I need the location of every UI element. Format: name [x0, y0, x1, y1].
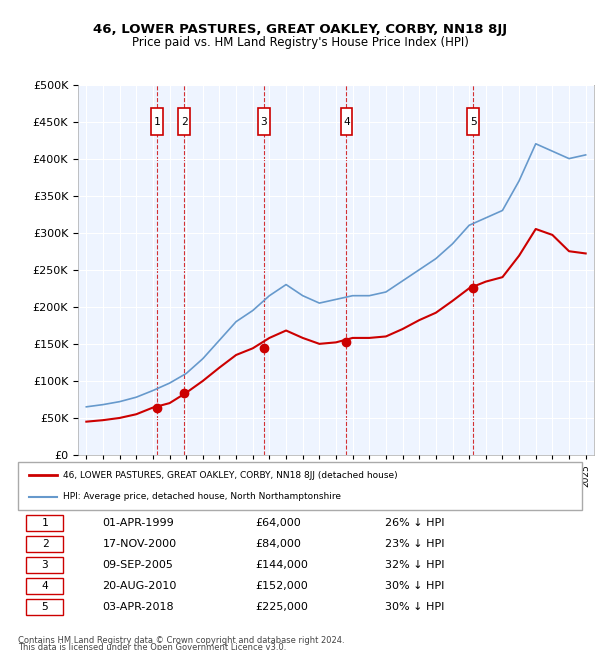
FancyBboxPatch shape: [18, 462, 582, 510]
Text: This data is licensed under the Open Government Licence v3.0.: This data is licensed under the Open Gov…: [18, 644, 286, 650]
Text: £144,000: £144,000: [255, 560, 308, 570]
Text: 09-SEP-2005: 09-SEP-2005: [103, 560, 173, 570]
FancyBboxPatch shape: [178, 108, 190, 135]
Text: HPI: Average price, detached house, North Northamptonshire: HPI: Average price, detached house, Nort…: [63, 492, 341, 501]
Text: £225,000: £225,000: [255, 602, 308, 612]
Text: 46, LOWER PASTURES, GREAT OAKLEY, CORBY, NN18 8JJ: 46, LOWER PASTURES, GREAT OAKLEY, CORBY,…: [93, 23, 507, 36]
Text: 2: 2: [41, 539, 49, 549]
Text: 4: 4: [41, 581, 49, 591]
Text: 03-APR-2018: 03-APR-2018: [103, 602, 174, 612]
FancyBboxPatch shape: [341, 108, 352, 135]
Text: 20-AUG-2010: 20-AUG-2010: [103, 581, 177, 591]
Text: 17-NOV-2000: 17-NOV-2000: [103, 539, 177, 549]
Text: £152,000: £152,000: [255, 581, 308, 591]
Text: £64,000: £64,000: [255, 518, 301, 528]
Text: 32% ↓ HPI: 32% ↓ HPI: [385, 560, 444, 570]
FancyBboxPatch shape: [258, 108, 270, 135]
Text: 5: 5: [41, 602, 49, 612]
FancyBboxPatch shape: [26, 578, 63, 594]
FancyBboxPatch shape: [26, 536, 63, 552]
Text: 3: 3: [41, 560, 49, 570]
Text: 1: 1: [41, 518, 49, 528]
FancyBboxPatch shape: [467, 108, 479, 135]
Text: 2: 2: [181, 116, 188, 127]
FancyBboxPatch shape: [151, 108, 163, 135]
Text: 01-APR-1999: 01-APR-1999: [103, 518, 175, 528]
Text: 30% ↓ HPI: 30% ↓ HPI: [385, 602, 444, 612]
Text: 3: 3: [261, 116, 268, 127]
Text: £84,000: £84,000: [255, 539, 301, 549]
Text: 46, LOWER PASTURES, GREAT OAKLEY, CORBY, NN18 8JJ (detached house): 46, LOWER PASTURES, GREAT OAKLEY, CORBY,…: [63, 471, 398, 480]
Text: Price paid vs. HM Land Registry's House Price Index (HPI): Price paid vs. HM Land Registry's House …: [131, 36, 469, 49]
Text: Contains HM Land Registry data © Crown copyright and database right 2024.: Contains HM Land Registry data © Crown c…: [18, 636, 344, 645]
FancyBboxPatch shape: [26, 599, 63, 616]
Text: 1: 1: [154, 116, 160, 127]
Text: 5: 5: [470, 116, 476, 127]
FancyBboxPatch shape: [26, 557, 63, 573]
Text: 30% ↓ HPI: 30% ↓ HPI: [385, 581, 444, 591]
FancyBboxPatch shape: [26, 515, 63, 531]
Text: 26% ↓ HPI: 26% ↓ HPI: [385, 518, 444, 528]
Text: 4: 4: [343, 116, 350, 127]
Text: 23% ↓ HPI: 23% ↓ HPI: [385, 539, 444, 549]
